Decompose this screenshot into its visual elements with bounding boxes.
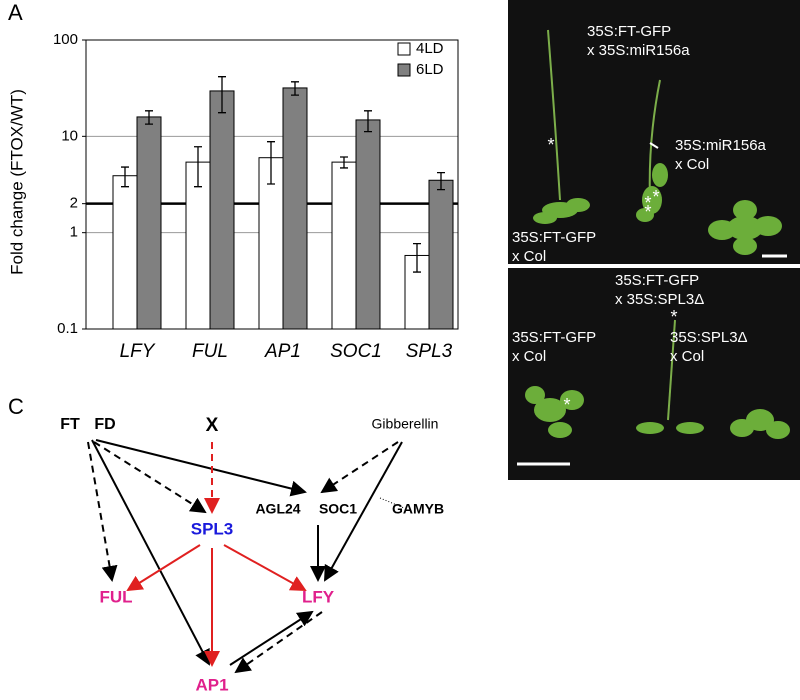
error-bar <box>267 141 275 185</box>
error-bar <box>194 146 202 188</box>
photo-label: x Col <box>512 248 546 265</box>
y-tick-label: 10 <box>61 127 78 144</box>
x-tick-label: LFY <box>120 341 156 362</box>
diagram-node: FT <box>60 416 80 433</box>
y-tick-label: 2 <box>70 195 78 212</box>
diagram-node: X <box>206 415 219 436</box>
error-bar <box>364 110 372 133</box>
diagram-node: LFY <box>302 587 335 606</box>
bar <box>209 90 235 330</box>
x-tick-label: FUL <box>192 341 228 362</box>
bar <box>428 179 454 330</box>
diagram-node: Gibberellin <box>372 416 439 432</box>
error-bar <box>121 166 129 188</box>
photo-label: x 35S:SPL3Δ <box>615 291 704 308</box>
diagram-node: GAMYB <box>392 501 444 517</box>
error-bar <box>291 81 299 96</box>
x-tick-label: SPL3 <box>406 341 453 362</box>
y-axis-title: Fold change (FTOX/WT) <box>7 89 26 275</box>
error-bar <box>413 242 421 273</box>
legend-swatch <box>397 42 411 56</box>
photo-label: 35S:miR156a <box>675 137 767 154</box>
legend-swatch <box>397 63 411 77</box>
panel-label: C <box>8 394 24 419</box>
diagram-edges <box>87 439 405 674</box>
error-bar <box>145 110 153 125</box>
error-bar <box>340 156 348 169</box>
diagram-node: SOC1 <box>319 501 357 517</box>
error-bar <box>218 76 226 114</box>
photo-label: 35S:SPL3Δ <box>670 329 748 346</box>
bar <box>331 161 357 330</box>
panel-label: A <box>8 0 23 25</box>
x-tick-label: AP1 <box>264 341 301 362</box>
bar <box>282 87 308 330</box>
x-tick-label: SOC1 <box>330 341 382 362</box>
bar <box>112 175 138 330</box>
asterisk: * <box>563 395 570 415</box>
bar <box>136 116 162 330</box>
asterisk: * <box>670 307 677 327</box>
diagram-node: AP1 <box>195 675 228 694</box>
diagram-node: FUL <box>99 587 132 606</box>
diagram-node: AGL24 <box>255 501 300 517</box>
y-tick-label: 1 <box>70 224 78 241</box>
asterisk: * <box>652 187 659 207</box>
photo-label: x Col <box>675 156 709 173</box>
bar <box>258 157 284 330</box>
photo-label: x Col <box>512 348 546 365</box>
photo-label: 35S:FT-GFP <box>512 229 596 246</box>
bar <box>355 119 381 330</box>
asterisk: * <box>644 193 651 213</box>
plot-frame <box>85 39 459 330</box>
photo-panel <box>508 0 800 480</box>
photo-label: 35S:FT-GFP <box>512 329 596 346</box>
legend-label: 6LD <box>416 61 444 78</box>
diagram-node: SPL3 <box>191 519 234 538</box>
photo-label: 35S:FT-GFP <box>615 272 699 289</box>
error-bar <box>437 171 445 191</box>
diagram-node: FD <box>94 416 115 433</box>
asterisk: * <box>547 135 554 155</box>
y-tick-label: 100 <box>53 31 78 48</box>
photo-label: x 35S:miR156a <box>587 42 690 59</box>
y-tick-label: 0.1 <box>57 320 78 337</box>
asterisk: * <box>644 202 651 222</box>
legend-label: 4LD <box>416 40 444 57</box>
photo-label: 35S:FT-GFP <box>587 23 671 40</box>
photo-label: x Col <box>670 348 704 365</box>
